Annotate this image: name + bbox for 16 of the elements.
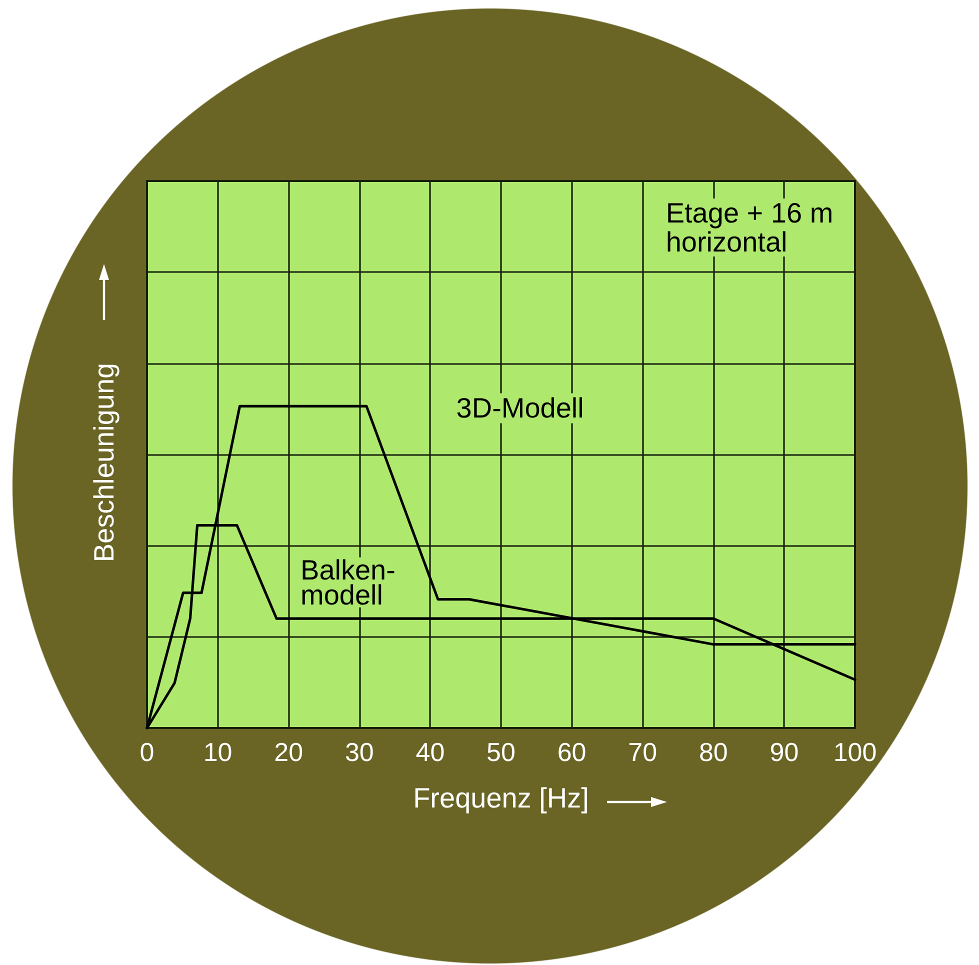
x-tick-label: 50 bbox=[486, 737, 516, 767]
text: 3D-Modell bbox=[456, 392, 584, 424]
x-tick-label: 20 bbox=[274, 737, 304, 767]
x-tick-label: 30 bbox=[344, 737, 374, 767]
x-tick-label: 90 bbox=[770, 737, 799, 767]
x-tick-label: 40 bbox=[416, 737, 445, 767]
series-label: Balken-modell bbox=[300, 554, 396, 610]
x-axis-title: Frequenz [Hz] bbox=[413, 782, 589, 814]
x-tick-label: 80 bbox=[698, 737, 728, 767]
x-tick-label: 10 bbox=[203, 737, 232, 767]
y-axis-title: Beschleunigung bbox=[88, 362, 120, 562]
x-tick-label: 70 bbox=[628, 737, 658, 767]
x-tick-label: 0 bbox=[140, 737, 154, 767]
text: Etage + 16 m horizontal bbox=[666, 198, 841, 258]
x-tick-label: 60 bbox=[557, 737, 586, 767]
x-tick-label: 100 bbox=[833, 737, 877, 767]
